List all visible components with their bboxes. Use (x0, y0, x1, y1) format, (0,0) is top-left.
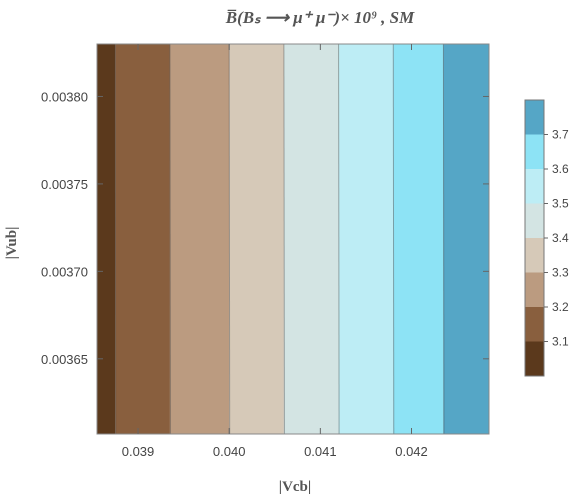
colorbar-swatch-2 (525, 307, 544, 342)
x-tick-label-3: 0.041 (304, 444, 337, 459)
x-tick-label-2: 0.040 (213, 444, 246, 459)
colorbar-tick-label-1: 3.1 (552, 335, 569, 349)
colorbar-swatch-1 (525, 341, 544, 376)
contour-band-1 (97, 44, 116, 434)
y-tick-label-4: 0.00380 (41, 89, 88, 104)
contour-band-5 (283, 44, 339, 434)
x-axis-title: |Vcb| (279, 479, 311, 495)
y-axis-title: |Vub| (4, 227, 20, 260)
colorbar-tick-label-6: 3.6 (552, 162, 569, 176)
chart-title: B̅(Bₛ ⟶ μ⁺ μ⁻)× 10⁹ , SM (225, 8, 415, 27)
colorbar: 3.1 3.2 3.3 3.4 3.5 3.6 3.7 (524, 99, 569, 377)
colorbar-tick-label-2: 3.2 (552, 300, 569, 314)
contour-band-2 (115, 44, 170, 434)
x-tick-label-1: 0.039 (122, 444, 155, 459)
y-tick-label-3: 0.00375 (41, 177, 88, 192)
contour-line-5 (338, 43, 340, 435)
colorbar-swatch-3 (525, 272, 544, 307)
contour-line-6 (392, 43, 395, 435)
colorbar-tick-label-4: 3.4 (552, 231, 569, 245)
colorbar-swatch-5 (525, 203, 544, 238)
contour-line-2 (169, 43, 171, 435)
colorbar-tick-label-5: 3.5 (552, 197, 569, 211)
contour-line-4 (283, 43, 285, 435)
contour-band-7 (393, 44, 444, 434)
colorbar-tick-label-3: 3.3 (552, 266, 569, 280)
plot-frame (96, 43, 490, 435)
y-tick-label-1: 0.00365 (41, 352, 88, 367)
contour-line-3 (228, 43, 231, 435)
colorbar-swatch-6 (525, 169, 544, 204)
y-axis-ticks: 0.00365 0.00370 0.00375 0.00380 (41, 89, 489, 367)
contour-lines (114, 43, 445, 435)
colorbar-tick-label-7: 3.7 (552, 128, 569, 142)
x-tick-label-4: 0.042 (395, 444, 428, 459)
colorbar-swatch-8 (525, 100, 544, 135)
colorbar-swatch-4 (525, 238, 544, 273)
x-axis-ticks: 0.039 0.040 0.041 0.042 (122, 44, 428, 459)
y-tick-label-2: 0.00370 (41, 264, 88, 279)
colorbar-swatch-7 (525, 134, 544, 169)
contour-band-3 (169, 44, 230, 434)
contour-band-4 (229, 44, 284, 434)
contour-band-8 (443, 44, 489, 434)
contour-band-6 (338, 44, 394, 434)
contour-bands (97, 44, 489, 434)
contour-line-7 (442, 43, 445, 435)
contour-line-1 (114, 43, 117, 435)
